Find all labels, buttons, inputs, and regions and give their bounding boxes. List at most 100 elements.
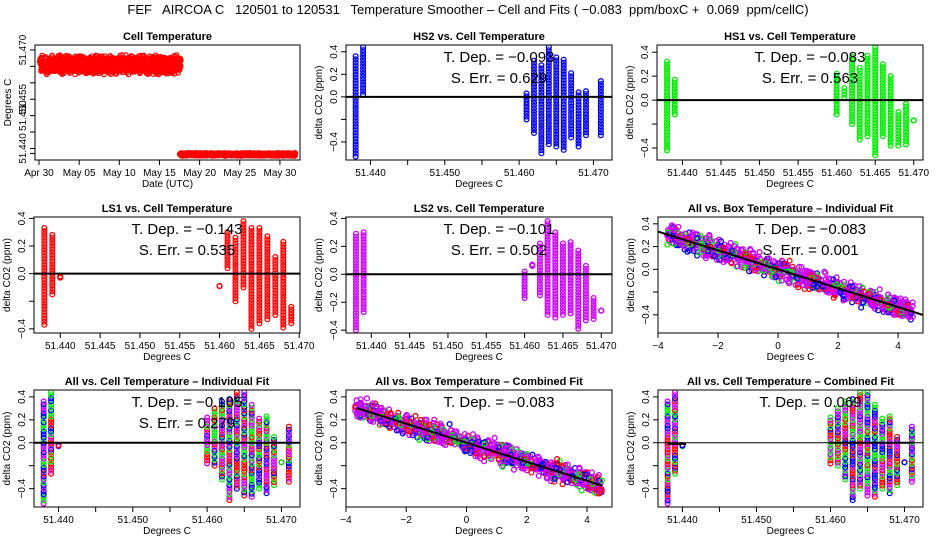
data-point <box>41 321 48 328</box>
data-point <box>872 62 879 69</box>
data-point <box>40 467 47 474</box>
data-point <box>663 82 671 89</box>
data-point <box>360 244 367 251</box>
data-point <box>224 238 231 245</box>
data-point <box>233 419 240 426</box>
data-point <box>864 70 871 77</box>
data-point <box>211 432 218 439</box>
x-axis-label: Date (UTC) <box>142 179 193 190</box>
data-point <box>40 470 47 477</box>
data-point <box>41 291 48 298</box>
data-point <box>521 295 528 302</box>
data-point <box>702 235 709 242</box>
data-point <box>224 262 231 269</box>
data-point <box>536 292 543 299</box>
data-point <box>568 82 575 89</box>
data-point <box>544 251 551 258</box>
data-point <box>226 485 233 492</box>
data-point <box>40 497 47 504</box>
data-point <box>360 279 367 286</box>
data-point <box>241 443 248 450</box>
data-point <box>879 103 886 110</box>
data-point <box>211 420 218 427</box>
data-point <box>41 255 48 262</box>
data-point <box>521 286 528 293</box>
data-point <box>872 56 879 63</box>
x-tick-label: May 25 <box>223 168 256 179</box>
data-point <box>352 278 360 286</box>
data-point <box>545 77 552 84</box>
data-point <box>232 249 239 256</box>
data-point <box>575 310 582 317</box>
data-point <box>538 62 545 69</box>
data-point <box>523 110 530 117</box>
data-point <box>552 278 559 285</box>
data-point <box>40 413 47 420</box>
data-point <box>226 434 233 441</box>
data-point <box>241 422 248 429</box>
data-point <box>582 105 590 112</box>
data-point <box>352 62 359 69</box>
data-point <box>360 291 367 298</box>
data-point <box>545 126 552 133</box>
data-point <box>211 462 218 469</box>
annotation-text: T. Dep. = −0.105 <box>132 394 243 411</box>
data-point <box>909 299 916 306</box>
data-point <box>879 61 886 68</box>
data-point <box>48 434 55 441</box>
data-point <box>248 245 255 252</box>
data-point <box>879 67 886 74</box>
data-point <box>575 131 582 138</box>
data-point <box>256 452 263 459</box>
data-point <box>204 445 211 452</box>
data-point <box>872 134 879 141</box>
x-tick-label: 51.465 <box>244 341 275 352</box>
data-point <box>232 295 239 302</box>
data-point <box>360 64 367 72</box>
data-point <box>360 45 367 51</box>
data-point <box>41 252 48 259</box>
data-point <box>48 455 55 462</box>
data-point <box>849 72 856 79</box>
data-point <box>40 422 47 429</box>
data-point <box>248 434 255 441</box>
y-tick-label: −0.4 <box>17 478 28 498</box>
data-point <box>41 306 48 313</box>
data-point <box>544 302 551 309</box>
data-point <box>523 107 530 114</box>
data-point <box>567 301 574 308</box>
data-point <box>849 108 856 115</box>
data-point <box>663 141 671 148</box>
data-point <box>872 65 879 72</box>
data-point <box>523 113 530 120</box>
data-point <box>864 109 871 116</box>
data-point <box>559 258 566 265</box>
data-point <box>849 114 856 122</box>
data-point <box>256 284 263 291</box>
data-point <box>232 255 239 262</box>
data-point <box>567 242 574 249</box>
x-tick-label: 2 <box>835 341 841 352</box>
data-point <box>895 127 902 134</box>
data-point <box>233 434 240 441</box>
data-point <box>590 315 597 323</box>
data-point <box>352 65 359 72</box>
data-point <box>248 302 255 309</box>
data-point <box>879 73 886 80</box>
data-point <box>663 108 671 116</box>
data-point <box>256 248 263 255</box>
data-point <box>553 122 560 129</box>
data-point <box>689 232 696 239</box>
data-point <box>204 454 211 461</box>
data-point <box>248 305 255 312</box>
data-point <box>545 116 552 124</box>
data-point <box>567 310 574 317</box>
data-point <box>663 120 671 127</box>
data-point <box>872 140 879 147</box>
data-point <box>399 430 406 437</box>
data-point <box>864 73 871 80</box>
data-point <box>248 316 255 324</box>
data-point <box>240 242 247 249</box>
data-point <box>288 303 295 310</box>
